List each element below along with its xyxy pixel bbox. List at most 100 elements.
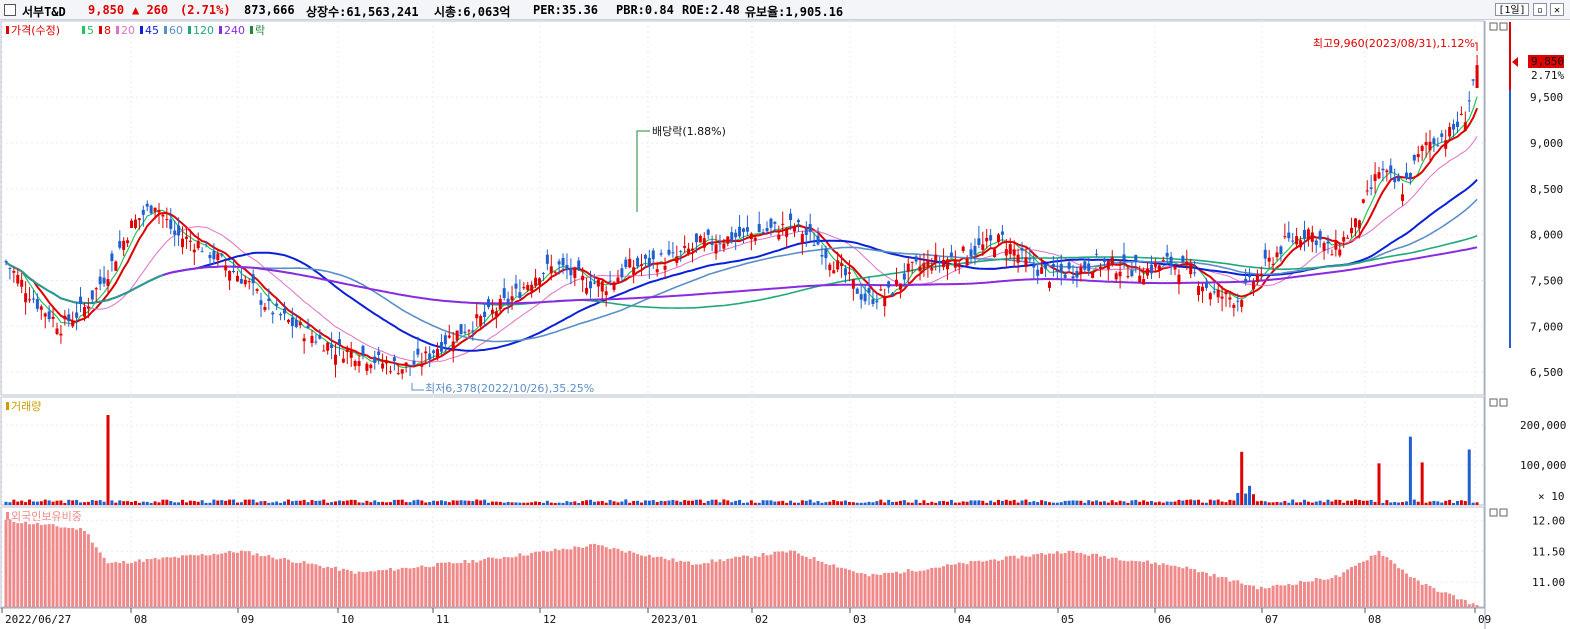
volume-bar xyxy=(459,500,463,505)
volume-bar xyxy=(1059,502,1063,505)
candle-body xyxy=(734,232,738,238)
foreign-bar xyxy=(388,568,392,607)
stock-name[interactable]: 서부T&D xyxy=(22,5,66,19)
volume-bar xyxy=(796,502,800,505)
foreign-bar xyxy=(643,556,647,607)
volume-bar xyxy=(1051,502,1055,505)
foreign-bar xyxy=(177,557,181,607)
candle-body xyxy=(1228,297,1232,300)
volume-bar xyxy=(1228,499,1232,505)
x-tick-label-0: 2022/06/27 xyxy=(5,613,71,626)
candle-body xyxy=(938,261,942,263)
close-icon[interactable]: ✕ xyxy=(1550,3,1564,16)
foreign-bar xyxy=(102,557,106,607)
candle-body xyxy=(914,256,918,262)
foreign-bar xyxy=(718,559,722,607)
foreign-bar xyxy=(106,563,110,607)
volume-bar xyxy=(416,499,420,505)
candle-body xyxy=(1404,172,1408,179)
foreign-bar xyxy=(334,566,338,607)
candle-body xyxy=(942,259,946,268)
volume-bar xyxy=(1047,502,1051,505)
volume-bar xyxy=(1416,501,1420,505)
volume-bar xyxy=(192,500,196,505)
candle-body xyxy=(945,259,949,270)
foreign-bar xyxy=(463,559,467,607)
candle-body xyxy=(1455,121,1459,127)
candle-body xyxy=(1106,260,1110,270)
foreign-bar xyxy=(1432,588,1436,607)
volume-bar xyxy=(624,499,628,505)
foreign-bar xyxy=(632,552,636,607)
volume-bar xyxy=(616,502,620,505)
foreign-bar xyxy=(420,565,424,607)
volume-bar xyxy=(1146,501,1150,505)
foreign-bar xyxy=(691,564,695,607)
volume-bar xyxy=(1248,485,1252,505)
candle-body xyxy=(1051,264,1055,268)
min-price-annotation: 최저6,378(2022/10/26),35.25% xyxy=(425,382,594,395)
candle-body xyxy=(502,288,506,298)
candle-body xyxy=(345,349,349,352)
candle-body xyxy=(1173,266,1177,270)
candle-body xyxy=(149,205,153,214)
foreign-bar xyxy=(255,553,259,607)
volume-bar xyxy=(506,501,510,505)
foreign-bar xyxy=(1118,560,1122,607)
foreign-bar xyxy=(1098,556,1102,607)
volume-bar xyxy=(1428,501,1432,505)
candle-body xyxy=(691,248,695,251)
foreign-bar xyxy=(1126,561,1130,607)
candle-body xyxy=(804,228,808,235)
foreign-bar xyxy=(710,559,714,607)
candle-body xyxy=(1475,65,1479,88)
foreign-bar xyxy=(840,567,844,607)
foreign-bar xyxy=(800,555,804,607)
candle-body xyxy=(208,254,212,259)
foreign-bar xyxy=(1248,585,1252,607)
volume-bar xyxy=(863,502,867,505)
volume-bar xyxy=(749,500,753,505)
foreign-bar xyxy=(1334,575,1338,607)
legend-swatch xyxy=(116,26,119,34)
volume-bar xyxy=(1244,493,1248,505)
foreign-bar xyxy=(169,557,173,607)
foreign-bar xyxy=(867,576,871,607)
period-button[interactable]: [1일] xyxy=(1495,3,1529,16)
volume-bar xyxy=(149,502,153,505)
foreign-bar xyxy=(416,567,420,607)
candle-body xyxy=(1314,240,1318,245)
foreign-bar xyxy=(1102,555,1106,607)
volume-bar xyxy=(1126,502,1130,505)
volume-bar xyxy=(847,501,851,505)
foreign-bar xyxy=(475,562,479,607)
volume-bar xyxy=(255,502,259,505)
candle-body xyxy=(90,290,94,300)
foreign-bar xyxy=(341,568,345,607)
restore-icon[interactable]: ▫ xyxy=(1533,3,1547,16)
volume-bar xyxy=(1412,499,1416,505)
candle-body xyxy=(592,282,596,284)
volume-bar xyxy=(1173,501,1177,505)
foreign-bar xyxy=(200,553,204,607)
volume-bar xyxy=(1306,501,1310,505)
candle-body xyxy=(133,219,137,228)
price-tick-label: 9,500 xyxy=(1530,91,1563,104)
foreign-bar xyxy=(1161,563,1165,607)
volume-bar xyxy=(106,415,110,505)
volume-title: 거래량 xyxy=(11,400,41,413)
volume-bar xyxy=(553,502,557,505)
volume-bar xyxy=(16,501,20,505)
candle-body xyxy=(600,281,604,292)
candle-body xyxy=(428,353,432,360)
foreign-bar xyxy=(1130,560,1134,607)
candle-body xyxy=(1161,260,1165,262)
foreign-bar xyxy=(906,569,910,607)
candle-body xyxy=(1361,199,1365,203)
legend-swatch xyxy=(99,26,102,34)
volume-bar xyxy=(1032,501,1036,505)
foreign-bar xyxy=(1122,560,1126,607)
volume-bar xyxy=(24,502,28,505)
select-checkbox[interactable] xyxy=(4,4,16,16)
